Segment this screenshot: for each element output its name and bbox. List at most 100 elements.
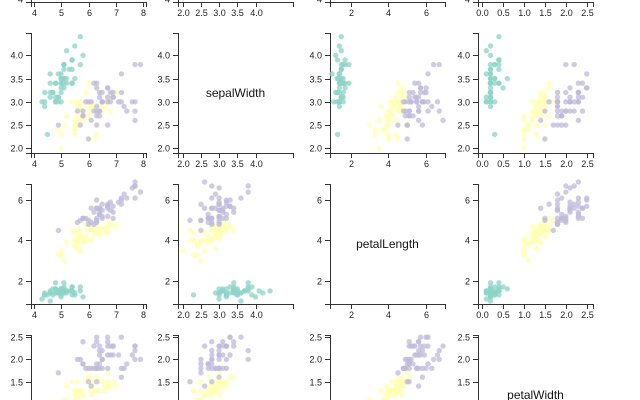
data-point-virginica xyxy=(198,227,204,234)
data-point-versicolor xyxy=(395,136,401,142)
data-point-virginica xyxy=(415,80,422,86)
data-point-versicolor xyxy=(542,233,548,240)
y-axis xyxy=(26,184,32,305)
data-point-virginica xyxy=(209,221,215,227)
data-point-virginica xyxy=(88,205,94,211)
data-point-versicolor xyxy=(546,80,552,86)
data-point-versicolor xyxy=(366,122,373,128)
data-point-virginica xyxy=(55,370,62,376)
data-point-virginica xyxy=(209,365,215,371)
data-point-versicolor xyxy=(542,122,548,128)
y-axis xyxy=(26,335,32,400)
data-point-virginica xyxy=(96,352,103,358)
y-tick-label: 2 xyxy=(465,277,470,287)
data-point-versicolor xyxy=(216,225,222,232)
data-point-virginica xyxy=(110,352,116,358)
y-tick-label: 1.5 xyxy=(157,378,170,388)
data-point-setosa xyxy=(58,85,64,91)
data-point-versicolor xyxy=(542,99,548,105)
data-point-virginica xyxy=(563,219,569,225)
y-tick-label: 6 xyxy=(18,196,23,206)
data-point-setosa xyxy=(66,288,73,294)
data-point-virginica xyxy=(571,61,577,68)
data-point-virginica xyxy=(419,122,426,128)
data-point-versicolor xyxy=(85,374,92,380)
y-axis xyxy=(173,335,179,400)
x-tick-label: 3.5 xyxy=(231,8,244,18)
data-point-virginica xyxy=(205,215,211,221)
data-point-versicolor xyxy=(72,117,78,124)
data-point-setosa xyxy=(336,85,343,91)
data-point-virginica xyxy=(205,211,211,217)
x-tick-label: 1.5 xyxy=(539,159,552,169)
y-tick-label: 6 xyxy=(165,196,170,206)
data-point-setosa xyxy=(77,284,84,290)
data-point-setosa xyxy=(496,80,502,86)
data-point-setosa xyxy=(58,89,64,96)
x-tick-label: 2.0 xyxy=(177,8,190,18)
data-point-virginica xyxy=(187,217,193,223)
data-point-versicolor xyxy=(88,392,94,398)
panel-petalWidth-vs-sepalLength: 456780.00.51.01.52.02.5 xyxy=(10,333,144,400)
data-point-setosa xyxy=(487,75,494,82)
data-point-versicolor xyxy=(546,223,552,230)
data-point-setosa xyxy=(338,94,344,100)
y-tick-label: 3.0 xyxy=(10,98,23,108)
data-point-virginica xyxy=(584,71,590,77)
data-point-versicolor xyxy=(550,99,556,105)
y-axis xyxy=(26,0,32,3)
data-point-virginica xyxy=(431,356,437,363)
data-point-versicolor xyxy=(198,387,204,394)
data-point-setosa xyxy=(61,80,67,86)
data-point-versicolor xyxy=(389,113,395,119)
data-point-setosa xyxy=(234,286,240,292)
data-point-virginica xyxy=(74,108,81,114)
data-point-setosa xyxy=(241,288,248,294)
data-point-setosa xyxy=(496,292,502,298)
data-point-versicolor xyxy=(525,241,531,248)
data-point-versicolor xyxy=(387,387,393,394)
data-point-virginica xyxy=(404,122,410,128)
data-point-versicolor xyxy=(398,374,405,380)
data-point-setosa xyxy=(63,75,70,82)
data-point-virginica xyxy=(554,103,561,110)
data-point-setosa xyxy=(487,80,494,86)
data-point-virginica xyxy=(209,347,215,354)
data-point-versicolor xyxy=(190,387,197,394)
data-point-setosa xyxy=(340,89,346,96)
y-tick-label: 2.0 xyxy=(157,355,170,365)
data-point-virginica xyxy=(99,201,105,207)
data-point-setosa xyxy=(249,292,255,298)
data-point-virginica xyxy=(137,189,144,195)
data-point-setosa xyxy=(55,71,62,77)
data-point-setosa xyxy=(483,71,490,77)
data-point-setosa xyxy=(42,103,48,110)
data-point-setosa xyxy=(58,99,64,105)
data-point-versicolor xyxy=(533,108,540,114)
data-point-virginica xyxy=(223,343,230,349)
data-point-setosa xyxy=(227,290,233,296)
data-point-versicolor xyxy=(88,237,94,244)
data-point-setosa xyxy=(504,286,510,292)
data-point-virginica xyxy=(209,183,215,189)
data-point-virginica xyxy=(201,383,208,389)
x-tick-label: 6 xyxy=(424,159,429,169)
data-point-versicolor xyxy=(395,103,401,110)
x-tick-label: 2.5 xyxy=(581,8,594,18)
data-point-versicolor xyxy=(398,103,405,110)
data-point-versicolor xyxy=(198,237,204,244)
x-tick-label: 3.0 xyxy=(213,8,226,18)
data-point-virginica xyxy=(94,103,100,110)
y-tick-label: 1.5 xyxy=(10,378,23,388)
data-point-virginica xyxy=(571,183,577,189)
data-point-setosa xyxy=(496,34,502,40)
data-point-virginica xyxy=(201,205,208,211)
data-point-virginica xyxy=(419,99,426,105)
data-point-virginica xyxy=(132,347,138,354)
data-point-versicolor xyxy=(105,370,111,376)
data-point-virginica xyxy=(558,122,565,128)
data-point-setosa xyxy=(47,80,53,86)
data-point-setosa xyxy=(336,99,343,105)
x-tick-label: 2.0 xyxy=(560,159,573,169)
data-point-virginica xyxy=(554,215,561,221)
